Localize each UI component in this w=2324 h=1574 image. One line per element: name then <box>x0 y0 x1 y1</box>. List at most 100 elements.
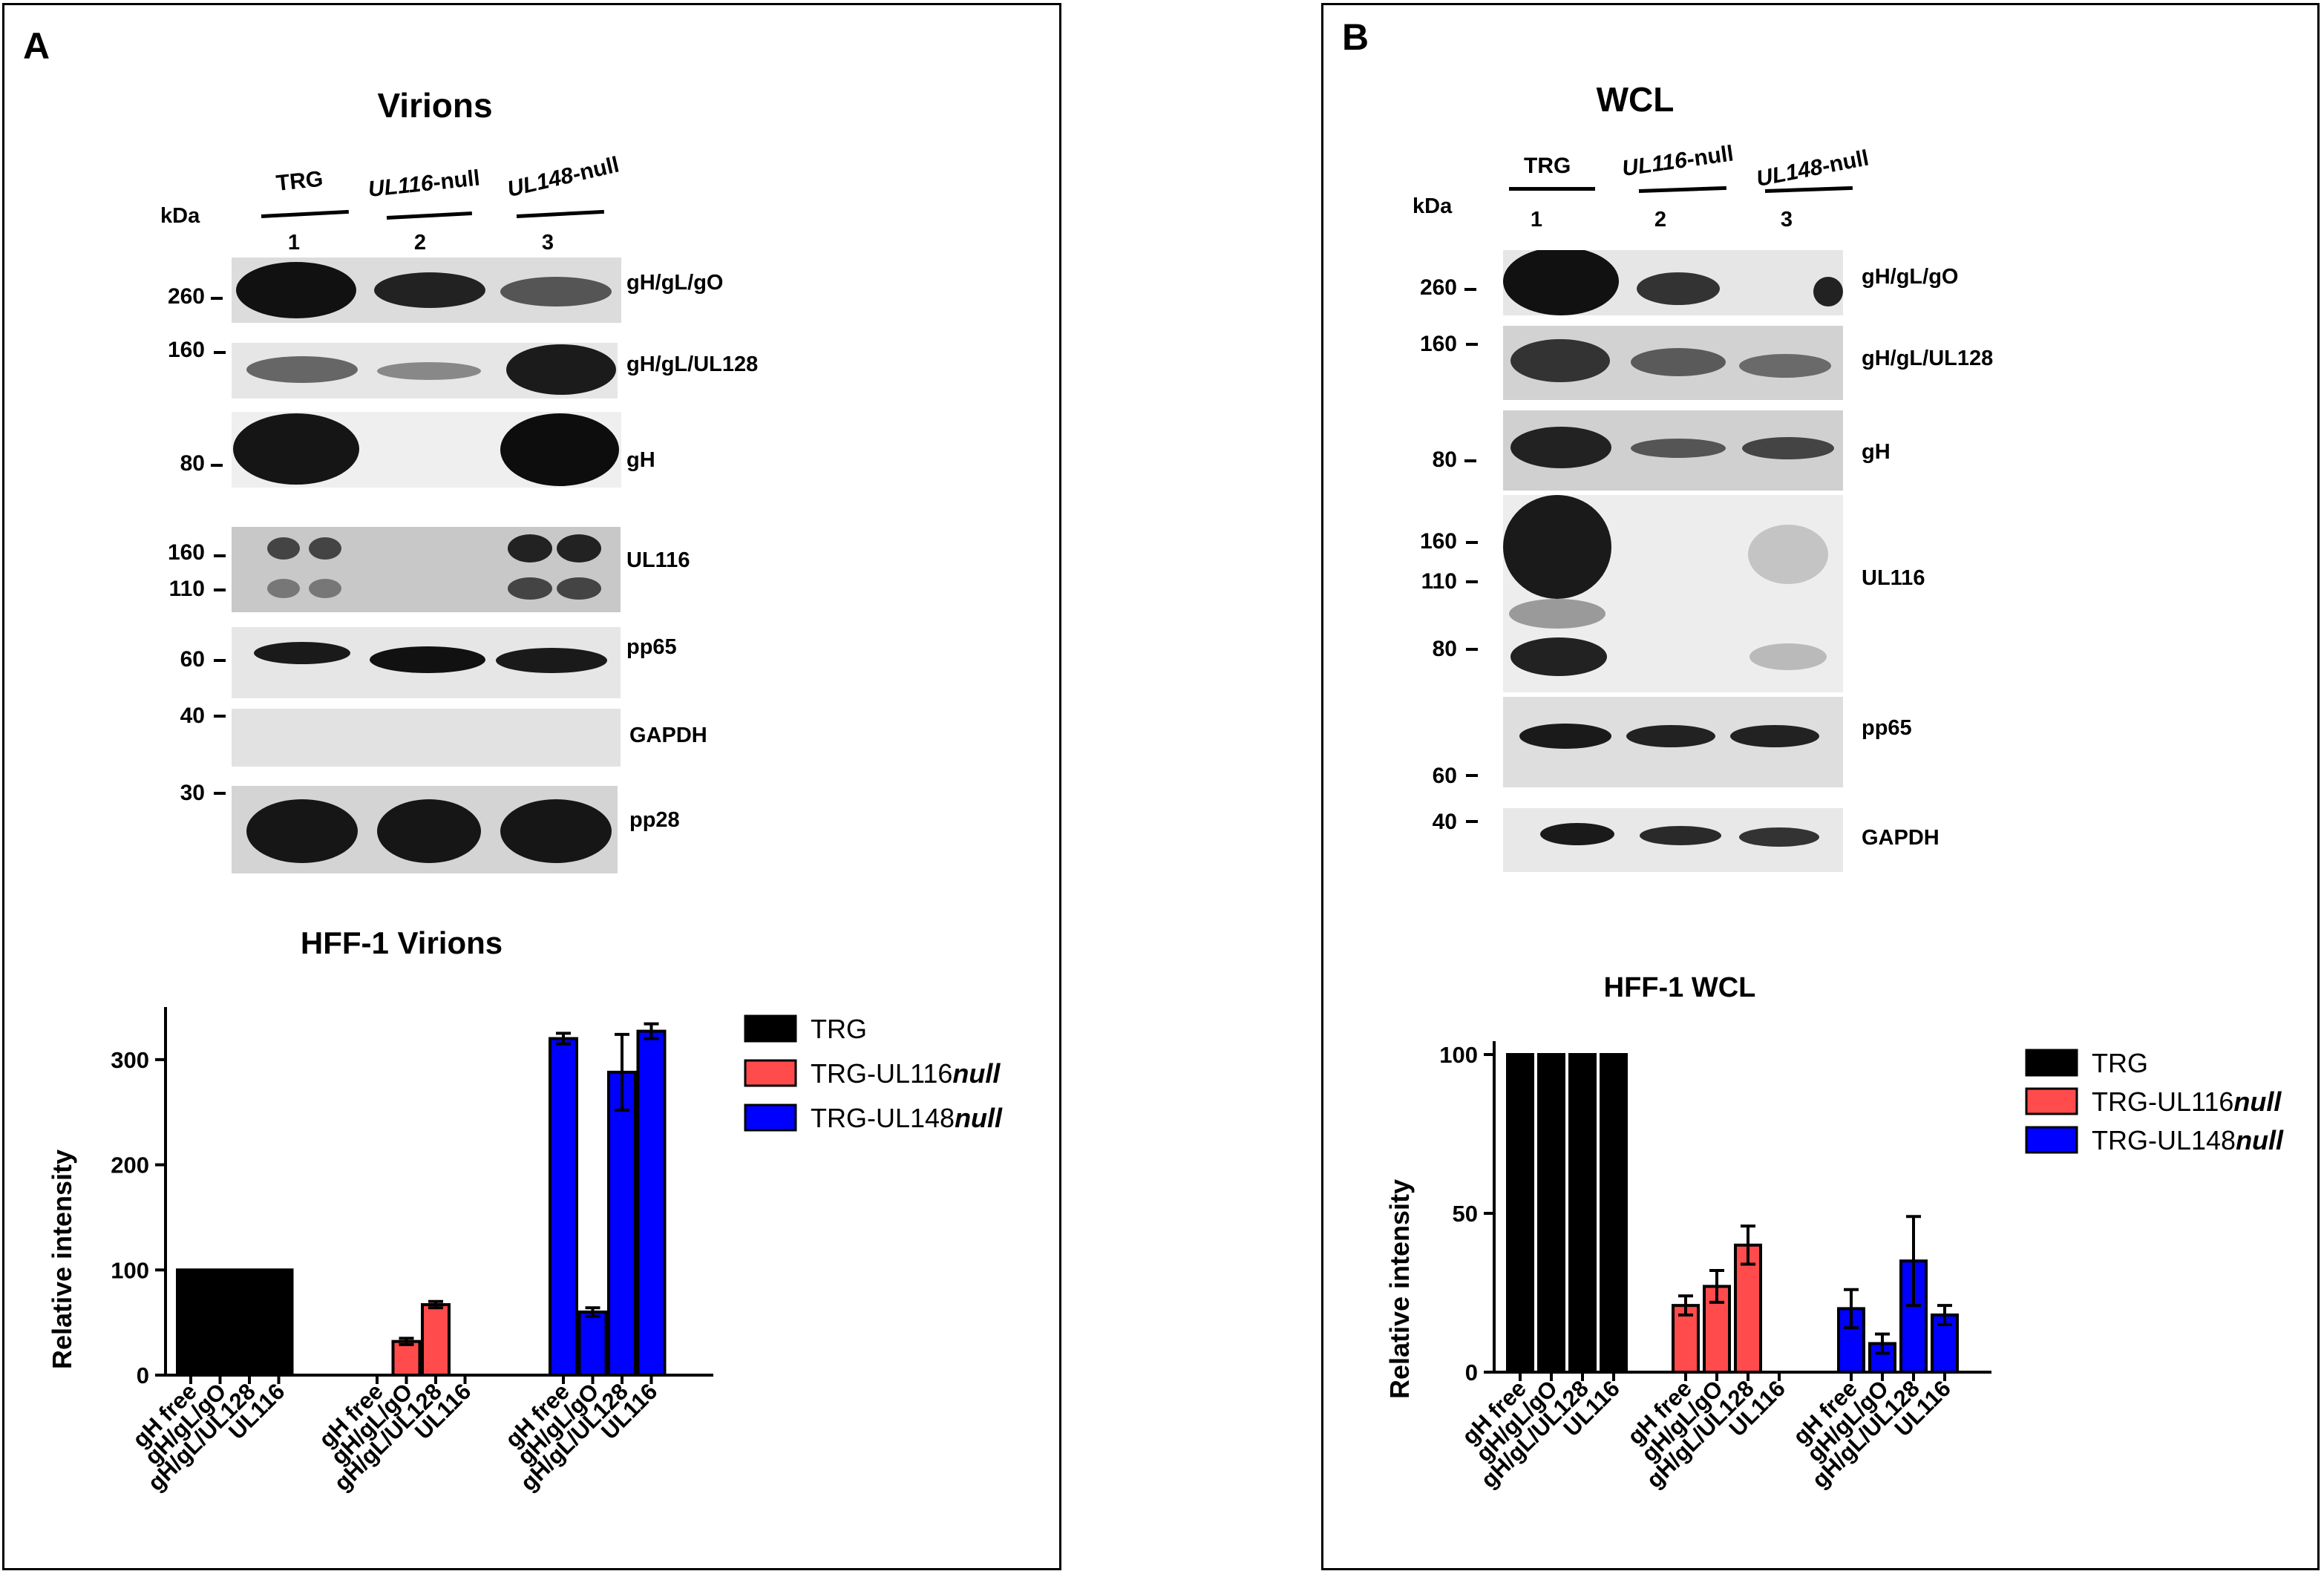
band <box>377 799 481 863</box>
band <box>1540 823 1614 845</box>
blot-label: GAPDH <box>629 724 707 747</box>
mw-tick <box>214 715 226 718</box>
band <box>246 356 358 383</box>
y-tick-label: 0 <box>137 1363 149 1388</box>
y-tick-label: 100 <box>111 1257 149 1283</box>
blot-strip-gapdh <box>1503 808 1843 872</box>
mw-tick <box>211 297 223 300</box>
bar <box>205 1268 235 1377</box>
blot-label: pp65 <box>1862 716 1912 740</box>
band <box>1748 525 1828 584</box>
group-label-ul116-null: UL116-null <box>1620 141 1735 182</box>
bar <box>176 1268 206 1377</box>
blot-title: WCL <box>1596 80 1675 119</box>
band <box>1509 599 1605 629</box>
lane-number: 1 <box>1530 208 1543 232</box>
bar <box>264 1268 294 1377</box>
mw-marker: 160 <box>167 338 205 362</box>
mw-marker: 60 <box>180 647 205 672</box>
chart-title: HFF-1 WCL <box>1604 972 1756 1003</box>
legend-label: TRG-UL116null <box>811 1058 1001 1089</box>
lane-number: 1 <box>287 231 301 255</box>
blot-label: gH/gL/UL128 <box>626 352 759 376</box>
mw-marker: 260 <box>1419 275 1457 300</box>
group-label-ul148-null: UL148-null <box>505 152 622 203</box>
mw-marker: 60 <box>1432 764 1457 788</box>
mw-tick <box>1466 774 1478 777</box>
panel-a: A Virions TRG UL116-null UL148-null kDa … <box>2 3 1061 1570</box>
lane-number: 3 <box>541 231 554 255</box>
y-axis-label: Relative intensity <box>1384 1179 1415 1399</box>
mw-tick <box>214 554 226 557</box>
bar <box>1600 1053 1628 1374</box>
bar <box>1568 1053 1597 1374</box>
bar <box>1537 1053 1565 1374</box>
group-line-ul148 <box>516 209 604 218</box>
band <box>233 413 359 485</box>
band <box>1510 339 1610 382</box>
mw-marker: 260 <box>167 284 205 309</box>
legend-swatch <box>2025 1049 2078 1077</box>
band <box>1626 725 1715 747</box>
blot-label: pp28 <box>629 808 680 832</box>
panel-letter: B <box>1342 16 1369 58</box>
bar <box>1672 1304 1700 1374</box>
blot-strip-pp28 <box>232 786 618 873</box>
mw-marker: 110 <box>168 577 205 601</box>
legend-swatch <box>744 1014 797 1043</box>
panel-b: B WCL TRG UL116-null UL148-null kDa 1 2 … <box>1321 3 2320 1570</box>
mw-tick <box>1466 580 1478 583</box>
blot-strip-ul116 <box>232 527 621 612</box>
mw-marker: 40 <box>180 704 205 728</box>
mw-marker: 40 <box>1432 810 1457 834</box>
bar <box>235 1268 264 1377</box>
band <box>267 579 300 598</box>
blot-strip-gh-gl-go <box>232 258 621 323</box>
chart-title: HFF-1 Virions <box>301 925 503 960</box>
band <box>1739 827 1819 847</box>
group-line-trg <box>261 209 349 218</box>
blot-title: Virions <box>377 86 493 125</box>
mw-marker: 160 <box>167 540 205 565</box>
bar <box>607 1070 637 1377</box>
band <box>377 362 481 380</box>
legend-label: TRG <box>2092 1048 2148 1078</box>
band <box>557 534 601 563</box>
blot-strip-gh-gl-ul128 <box>232 343 618 399</box>
band <box>500 413 619 486</box>
bar <box>1506 1053 1534 1374</box>
mw-tick <box>214 588 226 591</box>
legend-swatch <box>744 1059 797 1087</box>
band <box>1631 348 1726 376</box>
group-label-trg: TRG <box>275 166 324 197</box>
band <box>309 579 341 598</box>
band <box>1510 427 1611 468</box>
group-label-trg: TRG <box>1524 154 1571 178</box>
blot-label: UL116 <box>1862 566 1925 590</box>
group-line-ul116 <box>1638 186 1727 193</box>
band <box>1813 277 1843 306</box>
y-axis-label: Relative intensity <box>47 1150 77 1369</box>
band <box>500 799 612 863</box>
y-tick-label: 100 <box>1439 1042 1478 1068</box>
mw-marker: 160 <box>1419 332 1457 356</box>
lane-number: 3 <box>1780 208 1793 232</box>
band <box>496 648 607 673</box>
bar-chart-hff1-virions: HFF-1 Virions 0 100 200 300 Relative intensit… <box>47 925 1003 1496</box>
y-tick-label: 0 <box>1465 1360 1478 1386</box>
mw-tick <box>214 792 226 795</box>
band <box>557 577 601 600</box>
mw-tick <box>1464 288 1476 291</box>
bar <box>421 1303 451 1377</box>
mw-marker: 80 <box>1432 447 1457 472</box>
band <box>309 537 341 560</box>
blot-strip-gh-gl-go <box>1503 250 1843 315</box>
band <box>236 262 356 318</box>
band <box>500 277 612 306</box>
blot-strip-gh <box>1503 410 1843 491</box>
lane-number: 2 <box>413 231 427 255</box>
band <box>1519 724 1611 749</box>
mw-marker: 30 <box>180 781 205 805</box>
mw-marker: 160 <box>1419 529 1457 554</box>
